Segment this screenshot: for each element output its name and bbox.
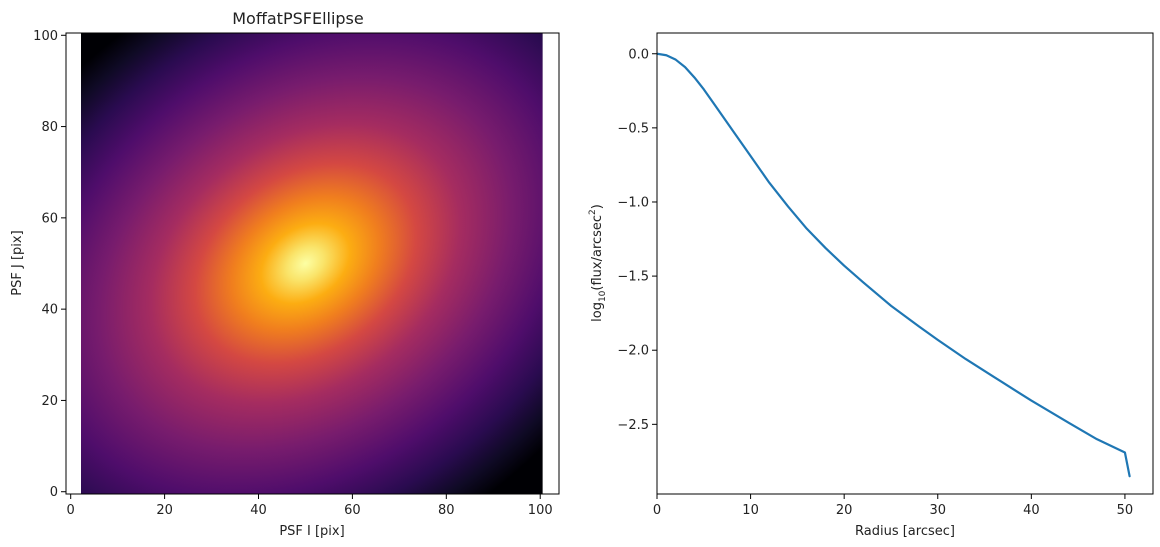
x-tick-label: 80: [438, 503, 455, 518]
y-tick-label: −0.5: [617, 121, 649, 136]
x-tick-label: 0: [653, 503, 661, 518]
radial-profile-background: [657, 33, 1153, 494]
y-tick-label: 0.0: [628, 47, 649, 62]
psf-image-x-ticks: 0 20 40 60 80 100: [67, 494, 553, 518]
x-tick-label: 10: [742, 503, 759, 518]
y-tick-label: 40: [41, 303, 58, 318]
y-tick-label: −1.5: [617, 270, 649, 285]
psf-image-title: MoffatPSFEllipse: [232, 9, 363, 28]
y-tick-label: 20: [41, 394, 58, 409]
x-tick-label: 50: [1117, 503, 1134, 518]
y-tick-label: 60: [41, 211, 58, 226]
radial-profile-x-ticks: 0 10 20 30 40 50: [653, 494, 1133, 518]
psf-image-y-label: PSF J [pix]: [10, 230, 25, 295]
psf-image-panel: MoffatPSFEllipse 0 20 40 60 80 100 0 20 40 60 80 1…: [10, 9, 560, 539]
x-tick-label: 40: [1023, 503, 1040, 518]
psf-image-x-label: PSF I [pix]: [279, 524, 344, 539]
x-tick-label: 30: [929, 503, 946, 518]
psf-image-y-ticks: 0 20 40 60 80 100: [33, 29, 66, 500]
x-tick-label: 100: [528, 503, 553, 518]
y-tick-label: −2.5: [617, 418, 649, 433]
x-tick-label: 0: [67, 503, 75, 518]
x-tick-label: 60: [344, 503, 361, 518]
y-tick-label: 0: [50, 485, 58, 500]
radial-profile-y-label: log10(flux/arcsec2): [588, 204, 608, 322]
x-tick-label: 20: [836, 503, 853, 518]
y-tick-label: −2.0: [617, 344, 649, 359]
psf-image-frame: [65, 32, 560, 495]
y-tick-label: 100: [33, 29, 58, 44]
radial-profile-line: [657, 52, 1131, 478]
radial-profile-frame: [656, 32, 1154, 495]
radial-profile-y-ticks: 0.0 −0.5 −1.0 −1.5 −2.0 −2.5: [617, 47, 657, 433]
y-tick-label: −1.0: [617, 195, 649, 210]
psf-image: [81, 33, 543, 494]
radial-profile-x-label: Radius [arcsec]: [855, 524, 955, 539]
radial-profile-panel: 0 10 20 30 40 50 0.0 −0.5 −1.0 −1.5 −2.0 −2.5 Radi…: [588, 32, 1154, 539]
x-tick-label: 20: [156, 503, 173, 518]
y-tick-label: 80: [41, 120, 58, 135]
x-tick-label: 40: [250, 503, 267, 518]
